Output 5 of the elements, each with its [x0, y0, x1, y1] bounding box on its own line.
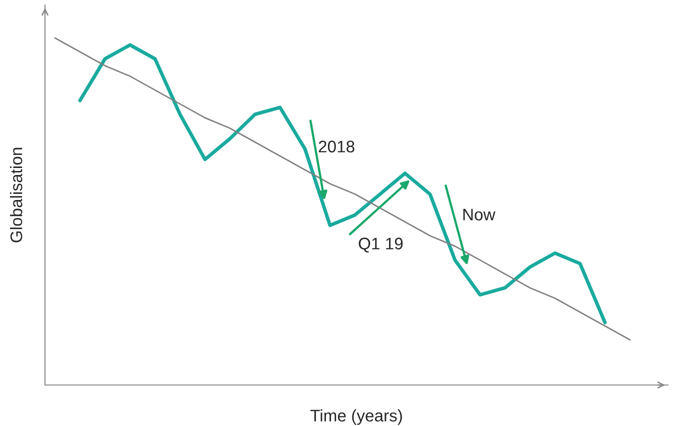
- y-axis-title: Globalisation: [10, 148, 22, 242]
- annotation: 2018: [318, 140, 354, 152]
- annotation: Q1 19: [358, 238, 403, 252]
- x-axis-title: Time (years): [310, 409, 402, 425]
- annotation: Now: [463, 208, 496, 220]
